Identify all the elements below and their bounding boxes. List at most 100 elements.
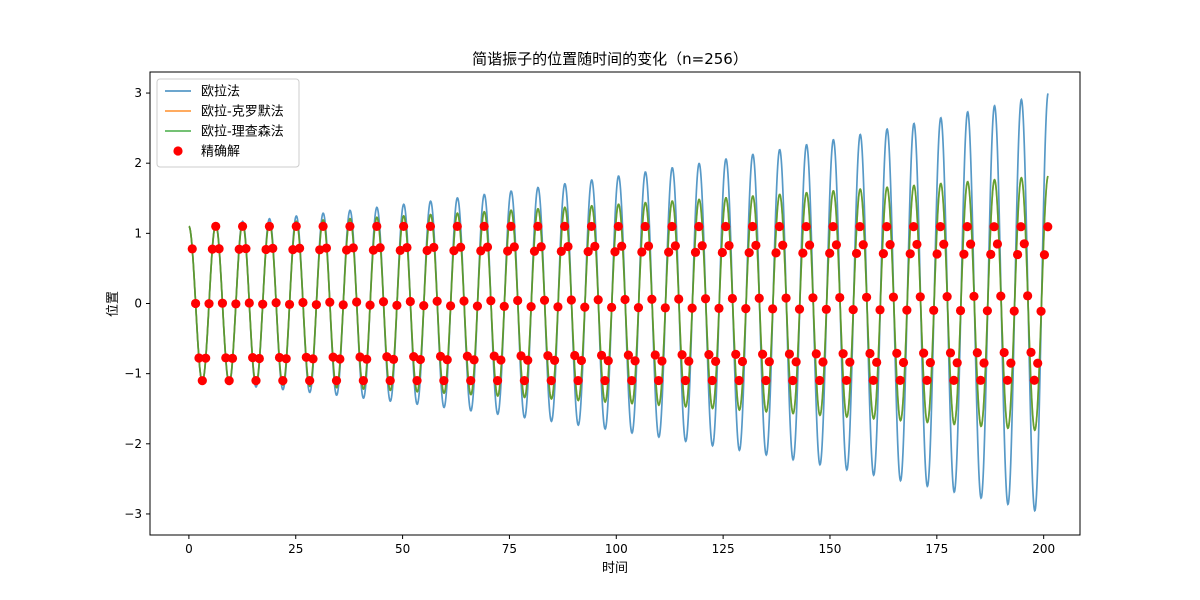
exact-point bbox=[576, 355, 587, 366]
x-tick-label: 150 bbox=[819, 542, 842, 556]
x-tick-label: 25 bbox=[288, 542, 303, 556]
exact-point bbox=[462, 351, 472, 361]
exact-point bbox=[311, 300, 321, 310]
y-tick-label: −1 bbox=[124, 367, 142, 381]
exact-point bbox=[459, 296, 469, 306]
exact-point bbox=[392, 300, 402, 310]
exact-point bbox=[415, 354, 425, 365]
exact-point bbox=[385, 376, 395, 386]
exact-point bbox=[841, 375, 852, 386]
plot-area bbox=[187, 93, 1053, 513]
exact-point bbox=[523, 355, 533, 365]
chart-title: 简谐振子的位置随时间的变化（n=256） bbox=[472, 50, 748, 68]
exact-point bbox=[586, 221, 597, 232]
exact-point bbox=[1012, 249, 1023, 260]
exact-point bbox=[452, 221, 462, 231]
exact-point bbox=[758, 349, 768, 359]
exact-point bbox=[949, 375, 959, 385]
exact-point bbox=[630, 356, 640, 366]
exact-point bbox=[791, 357, 801, 367]
exact-point bbox=[1036, 306, 1046, 316]
exact-point bbox=[643, 241, 654, 251]
exact-point bbox=[835, 292, 845, 303]
exact-point bbox=[670, 241, 680, 251]
exact-point bbox=[560, 221, 570, 232]
legend-swatch bbox=[173, 146, 183, 156]
exact-point bbox=[563, 241, 573, 252]
exact-point bbox=[600, 375, 610, 386]
exact-point bbox=[781, 293, 791, 303]
exact-point bbox=[697, 241, 707, 251]
exact-point bbox=[358, 376, 368, 386]
exact-point bbox=[798, 248, 808, 258]
exact-point bbox=[966, 239, 976, 249]
exact-point bbox=[539, 295, 550, 305]
exact-point bbox=[194, 353, 204, 363]
exact-point bbox=[620, 294, 630, 305]
exact-point bbox=[607, 302, 617, 312]
exact-point bbox=[952, 358, 962, 368]
exact-point bbox=[915, 292, 925, 302]
exact-point bbox=[496, 355, 506, 365]
exact-point bbox=[945, 348, 956, 358]
x-tick-label: 0 bbox=[185, 542, 193, 556]
exact-point bbox=[583, 246, 593, 257]
exact-point bbox=[1023, 291, 1033, 301]
legend-label: 欧拉法 bbox=[201, 85, 240, 100]
exact-point bbox=[375, 243, 385, 253]
exact-point bbox=[298, 297, 308, 308]
legend-label: 欧拉-理查森法 bbox=[201, 125, 284, 140]
exact-point bbox=[999, 347, 1009, 358]
exact-point bbox=[761, 375, 771, 386]
exact-point bbox=[244, 298, 254, 308]
exact-point bbox=[553, 302, 563, 312]
exact-point bbox=[908, 222, 919, 232]
y-axis-label: 位置 bbox=[106, 291, 121, 317]
exact-point bbox=[201, 353, 211, 363]
exact-point bbox=[191, 298, 201, 309]
exact-point bbox=[818, 357, 828, 367]
exact-point bbox=[851, 248, 862, 259]
exact-point bbox=[526, 302, 536, 312]
exact-point bbox=[986, 249, 996, 259]
exact-point bbox=[694, 221, 704, 232]
exact-point bbox=[778, 240, 788, 250]
exact-point bbox=[338, 300, 348, 310]
exact-point bbox=[197, 376, 207, 386]
exact-point bbox=[365, 300, 375, 310]
exact-point bbox=[700, 294, 711, 304]
exact-point bbox=[744, 248, 754, 258]
exact-point bbox=[633, 303, 644, 313]
exact-point bbox=[556, 246, 566, 256]
exact-point bbox=[912, 239, 922, 250]
exact-point bbox=[942, 291, 952, 302]
exact-point bbox=[378, 297, 389, 307]
x-tick-label: 50 bbox=[395, 542, 410, 556]
y-tick-label: −2 bbox=[124, 437, 142, 451]
exact-point bbox=[590, 241, 600, 251]
exact-point bbox=[878, 249, 888, 259]
exact-point bbox=[476, 246, 486, 256]
exact-point bbox=[640, 221, 650, 232]
exact-point bbox=[1026, 347, 1036, 357]
exact-point bbox=[992, 239, 1003, 249]
exact-point bbox=[1029, 375, 1039, 385]
exact-point bbox=[254, 353, 264, 364]
exact-point bbox=[321, 243, 332, 253]
exact-point bbox=[399, 221, 409, 231]
exact-point bbox=[388, 354, 399, 364]
y-tick-label: 0 bbox=[134, 297, 142, 311]
exact-point bbox=[831, 240, 842, 250]
exact-point bbox=[627, 375, 637, 386]
exact-point bbox=[519, 376, 529, 386]
exact-point bbox=[979, 358, 989, 368]
exact-point bbox=[603, 356, 613, 366]
exact-point bbox=[489, 351, 499, 361]
exact-point bbox=[372, 221, 382, 231]
exact-point bbox=[828, 221, 838, 232]
exact-point bbox=[566, 295, 576, 305]
exact-point bbox=[613, 221, 623, 232]
exact-point bbox=[925, 358, 935, 368]
x-tick-label: 175 bbox=[925, 542, 948, 556]
